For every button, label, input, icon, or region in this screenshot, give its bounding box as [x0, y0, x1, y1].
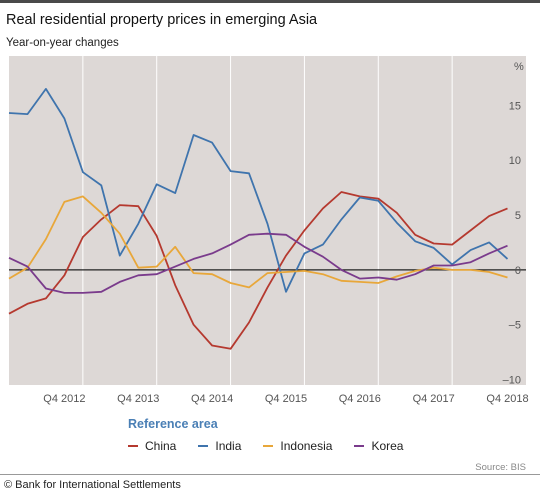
- series-line-india: [8, 88, 509, 293]
- x-tick-label: Q4 2013: [117, 393, 159, 405]
- line-chart: 15 10 5 0 –5 –10 Q4 2012 Q4 2013 Q4 2014 Q4 2015…: [8, 56, 529, 405]
- copyright-footer: © Bank for International Settlements: [4, 479, 181, 491]
- bottom-rule: [0, 474, 540, 475]
- series-line-china: [8, 191, 508, 350]
- legend-label: Indonesia: [280, 439, 333, 453]
- legend-item-korea: Korea: [354, 439, 403, 453]
- chart-subtitle: Year-on-year changes: [6, 37, 119, 49]
- y-unit-label: %: [514, 61, 524, 73]
- x-tick-label: Q4 2016: [339, 393, 381, 405]
- y-tick-label: –5: [509, 320, 521, 332]
- legend-label: India: [215, 439, 242, 453]
- legend-swatch: [128, 445, 138, 447]
- chart-title: Real residential property prices in emer…: [6, 12, 318, 28]
- y-tick-label: 10: [509, 155, 521, 167]
- legend-swatch: [354, 445, 365, 447]
- legend-item-china: China: [128, 439, 176, 453]
- series-line-korea: [8, 232, 508, 294]
- x-tick-label: Q4 2014: [191, 393, 233, 405]
- y-tick-label: 0: [515, 265, 521, 277]
- legend-swatch: [198, 445, 209, 447]
- legend: China India Indonesia Korea: [128, 439, 403, 453]
- x-tick-label: Q4 2015: [265, 393, 307, 405]
- legend-title: Reference area: [128, 417, 218, 431]
- x-tick-label: Q4 2012: [43, 393, 85, 405]
- source-note: Source: BIS: [475, 462, 526, 473]
- top-rule: [0, 0, 540, 3]
- y-tick-label: –10: [503, 375, 521, 387]
- y-tick-labels: 15 10 5 0 –5 –10: [503, 100, 521, 386]
- x-tick-labels: Q4 2012 Q4 2013 Q4 2014 Q4 2015 Q4 2016 Q4 20…: [43, 393, 528, 405]
- grid-lines: [82, 56, 453, 385]
- legend-item-indonesia: Indonesia: [263, 439, 332, 453]
- y-tick-label: 15: [509, 100, 521, 112]
- series-lines: [8, 88, 509, 350]
- legend-label: China: [145, 439, 177, 453]
- x-tick-label: Q4 2017: [413, 393, 455, 405]
- y-tick-label: 5: [515, 210, 521, 222]
- plot-background: [9, 56, 526, 385]
- legend-item-india: India: [198, 439, 241, 453]
- x-tick-label: Q4 2018: [486, 393, 528, 405]
- legend-swatch: [263, 445, 274, 447]
- legend-label: Korea: [371, 439, 404, 453]
